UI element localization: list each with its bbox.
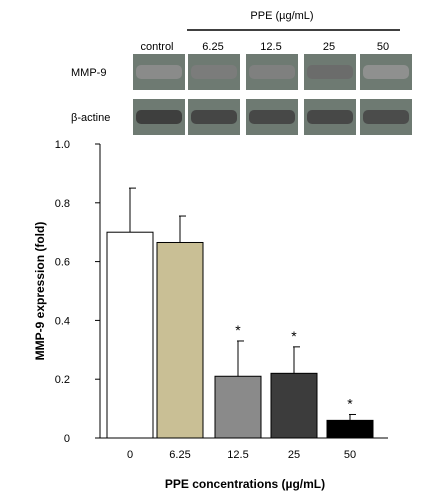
- lane-label: 6.25: [202, 41, 223, 53]
- x-axis-label: PPE concentrations (µg/mL): [165, 477, 325, 491]
- significance-marker: *: [235, 322, 241, 338]
- x-tick-label: 50: [344, 449, 356, 461]
- western-blot-panel: PPE (µg/mL) control 6.25 12.5 25 50 MMP-9 β-a…: [71, 10, 412, 135]
- bar: [106, 231, 154, 439]
- lane-label: 25: [323, 41, 335, 53]
- bar-chart: 0 0.2 0.4 0.6 0.8 1.0 * * * 0 6.25 12.5 25 50 MMP-9…: [33, 139, 388, 491]
- y-tick-label: 1.0: [55, 139, 70, 151]
- lane-label: 12.5: [260, 41, 281, 53]
- blot-band: [249, 65, 295, 79]
- significance-marker: *: [291, 328, 297, 344]
- y-axis-label: MMP-9 expression (fold): [33, 222, 47, 361]
- blot-band: [191, 65, 237, 79]
- y-tick-label: 0.4: [55, 315, 70, 327]
- lane-label: control: [140, 41, 173, 53]
- blot-header-label: PPE (µg/mL): [250, 10, 313, 22]
- blot-band: [363, 110, 409, 124]
- blot-band: [136, 110, 182, 124]
- y-tick-label: 0.6: [55, 257, 70, 269]
- blot-row-label: MMP-9: [71, 67, 106, 79]
- blot-band: [307, 65, 353, 79]
- bar: [326, 419, 374, 439]
- x-tick-label: 6.25: [169, 449, 190, 461]
- blot-band: [191, 110, 237, 124]
- y-tick-label: 0.8: [55, 198, 70, 210]
- y-tick-label: 0.2: [55, 374, 70, 386]
- blot-band: [136, 65, 182, 79]
- blot-row-label: β-actine: [71, 112, 110, 124]
- lane-label: 50: [377, 41, 389, 53]
- y-tick-label: 0: [64, 433, 70, 445]
- significance-marker: *: [347, 395, 353, 411]
- blot-band: [363, 65, 409, 79]
- blot-band: [307, 110, 353, 124]
- bar: [214, 375, 262, 439]
- blot-band: [249, 110, 295, 124]
- bar: [270, 372, 318, 439]
- x-tick-label: 25: [288, 449, 300, 461]
- x-tick-label: 12.5: [227, 449, 248, 461]
- x-tick-label: 0: [127, 449, 133, 461]
- bar: [156, 241, 204, 439]
